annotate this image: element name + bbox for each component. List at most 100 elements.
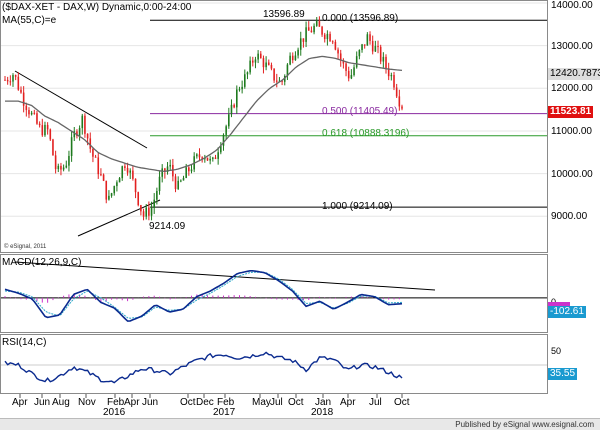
candle-body (156, 191, 158, 200)
candle-body (310, 30, 313, 33)
candle-body (190, 169, 193, 172)
macd-trendline (14, 261, 436, 291)
candle-body (180, 180, 182, 182)
candle-body (145, 207, 148, 217)
candle-body (182, 177, 185, 181)
candle-body (262, 58, 265, 68)
candle-body (233, 104, 235, 108)
candle-body (289, 55, 291, 65)
candle-body (196, 154, 198, 157)
candle-body (86, 133, 89, 139)
candle-body (62, 167, 65, 170)
candle-body (41, 125, 44, 136)
x-tick-label: Dec (196, 397, 214, 408)
candle-body (339, 53, 342, 61)
candle-body (166, 166, 169, 172)
candle-body (73, 131, 76, 138)
candle-body (76, 131, 78, 136)
candle-body (369, 34, 371, 41)
annotation-low: 9214.09 (149, 221, 186, 232)
candle-body (246, 72, 249, 75)
rsi-50-tick: 50 (551, 346, 562, 356)
ma-55-line (5, 55, 403, 172)
candle-body (283, 75, 286, 82)
candle-body (22, 92, 25, 106)
annotation-fib618: 0.618 (10888.3196) (322, 128, 409, 139)
candle-body (318, 21, 321, 27)
annotation-fib50: 0.500 (11405.49) (322, 106, 397, 117)
candle-body (110, 193, 113, 196)
candle-body (313, 25, 315, 33)
candle-body (14, 75, 17, 77)
x-year-label: 2016 (103, 407, 126, 418)
candle-body (273, 68, 275, 81)
x-tick-label: Jun (142, 397, 159, 408)
candle-body (401, 106, 403, 109)
macd-line (4, 270, 403, 322)
candle-body (398, 96, 401, 107)
candle-body (321, 26, 323, 35)
candle-body (291, 55, 294, 61)
candle-body (326, 33, 329, 40)
candle-body (302, 38, 305, 42)
candle-body (214, 157, 217, 159)
rsi-value-tag: 35.55 (548, 368, 578, 380)
candle-body (177, 180, 179, 189)
trendline-lower (77, 199, 161, 237)
candle-body (81, 115, 84, 129)
candle-body (25, 105, 28, 111)
candle-body (33, 112, 36, 114)
candle-body (361, 44, 363, 51)
candle-body (169, 164, 171, 167)
macd-title: MACD(12,26,9,C) (2, 257, 82, 268)
candle-body (92, 148, 94, 157)
candle-body (68, 155, 70, 166)
candle-body (225, 126, 227, 135)
candle-body (350, 75, 353, 79)
candle-body (54, 155, 57, 170)
y-tick-9000: 9000.00 (551, 211, 588, 222)
price-panel[interactable] (0, 0, 548, 253)
candle-body (251, 60, 254, 63)
ma-label: MA(55,C)=e (2, 15, 57, 26)
x-tick-label: Feb (107, 397, 125, 408)
x-tick-label: May (252, 397, 271, 408)
candle-body (230, 104, 233, 115)
candle-body (385, 56, 387, 69)
candle-body (198, 154, 201, 158)
candle-body (172, 164, 174, 177)
candle-body (148, 207, 150, 216)
candle-body (382, 56, 385, 62)
candle-body (188, 167, 190, 172)
candle-body (17, 76, 20, 90)
candle-body (164, 168, 166, 172)
candle-body (299, 38, 302, 50)
footer-credit: Published by eSignal www.esignal.com (455, 420, 594, 429)
candle-body (270, 64, 273, 69)
candle-body (70, 137, 73, 156)
candle-body (347, 70, 350, 79)
candle-body (36, 113, 38, 124)
candle-body (236, 89, 238, 108)
esignal-watermark: © eSignal, 2011 (4, 244, 47, 250)
candle-body (259, 53, 262, 59)
candle-body (9, 81, 12, 83)
candle-body (286, 64, 289, 76)
x-tick-label: Apr (124, 397, 140, 408)
candle-body (46, 124, 49, 130)
candle-body (142, 211, 145, 217)
candle-body (108, 195, 110, 200)
x-tick-label: Jan (315, 397, 332, 408)
candle-body (267, 62, 270, 65)
candle-body (174, 176, 177, 189)
candle-body (212, 157, 214, 159)
ma-value-tag: 12420.7873 (548, 68, 600, 80)
candle-body (105, 180, 108, 200)
y-tick-10000: 10000.00 (551, 169, 593, 180)
candle-body (387, 68, 390, 77)
candle-body (206, 157, 209, 161)
rsi-panel[interactable] (0, 334, 548, 394)
candle-body (337, 49, 339, 54)
chart-title: ($DAX-XET - DAX,W) Dynamic,0:00-24:00 (2, 2, 192, 13)
